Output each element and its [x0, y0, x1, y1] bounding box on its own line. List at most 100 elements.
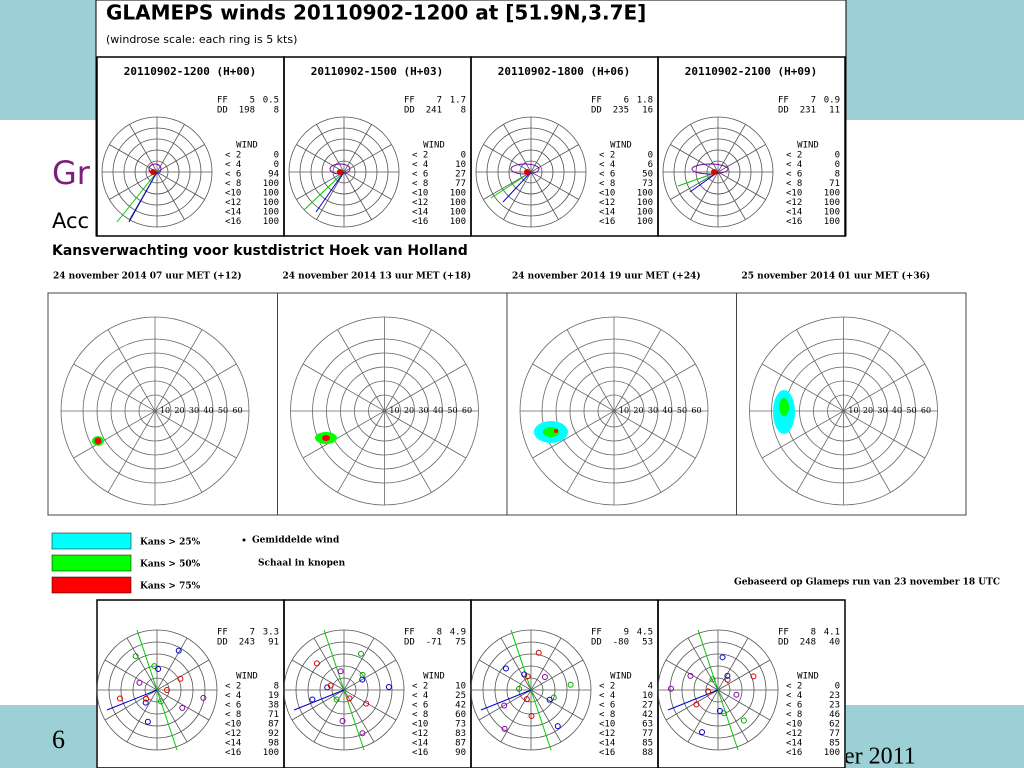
ring-label: 30: [877, 406, 887, 415]
member-point: [716, 707, 723, 714]
wind-class: < 4: [225, 160, 241, 170]
wind-class: <14: [599, 739, 615, 749]
ff-label: FF: [404, 628, 415, 638]
wind-dot: [150, 169, 156, 175]
probability-area: [322, 435, 330, 441]
wind-class: <14: [786, 739, 802, 749]
wind-value: 50: [642, 170, 653, 180]
wind-line: [689, 171, 719, 193]
member-point: [179, 704, 186, 711]
wind-class: <16: [599, 217, 615, 227]
member-point: [554, 723, 561, 730]
dd-value: 75: [455, 638, 466, 648]
ff-label: FF: [217, 96, 228, 106]
ff-label: FF: [778, 628, 789, 638]
wind-value: 100: [263, 208, 279, 218]
panel-title: 20110902-1500 (H+03): [311, 65, 443, 78]
member-point: [546, 696, 553, 703]
ring-label: 40: [662, 406, 672, 415]
ff-value: 7: [811, 96, 816, 106]
member-point: [142, 699, 149, 706]
panel-title: 25 november 2014 01 uur MET (+36): [742, 271, 931, 282]
member-point: [157, 698, 164, 705]
wind-class: < 8: [599, 179, 615, 189]
wind-class: <12: [786, 198, 802, 208]
wind-value: 0: [648, 151, 653, 161]
member-point: [523, 696, 530, 703]
legend-label: Kans > 25%: [140, 538, 201, 548]
ring-label: 10: [389, 406, 399, 415]
ff-value: 6: [624, 96, 629, 106]
ring-label: 40: [203, 406, 213, 415]
probability-area: [554, 429, 558, 433]
member-point: [719, 654, 726, 661]
wind-value: 100: [263, 748, 279, 758]
wind-value: 100: [263, 179, 279, 189]
wind-class: < 2: [599, 151, 615, 161]
wind-value: 98: [268, 739, 279, 749]
wind-class: < 8: [786, 710, 802, 720]
top-title: GLAMEPS winds 20110902-1200 at [51.9N,3.…: [106, 1, 646, 25]
wind-value: 100: [450, 208, 466, 218]
wind-class: <12: [225, 729, 241, 739]
subheading: Acc: [52, 209, 89, 233]
wind-value: 100: [450, 198, 466, 208]
wind-class: <16: [412, 217, 428, 227]
panel-title: 24 november 2014 13 uur MET (+18): [283, 271, 472, 282]
dd-label: DD: [404, 106, 415, 116]
dd-value: 11: [829, 106, 840, 116]
wind-class: < 6: [225, 701, 241, 711]
member-point: [524, 673, 531, 680]
wind-value: 100: [824, 198, 840, 208]
member-point: [357, 650, 364, 657]
member-point: [516, 685, 523, 692]
panel-title: 20110902-1200 (H+00): [124, 65, 256, 78]
wind-class: <10: [599, 189, 615, 199]
wind-class: < 6: [412, 701, 428, 711]
wind-value: 8: [274, 682, 279, 692]
member-point: [324, 684, 331, 691]
wind-class: <10: [599, 720, 615, 730]
wind-value: 100: [263, 198, 279, 208]
member-point: [501, 725, 508, 732]
wind-class: < 8: [786, 179, 802, 189]
wind-class: <10: [786, 720, 802, 730]
ring-label: 40: [892, 406, 902, 415]
ff-value: 7: [437, 96, 442, 106]
ring-label: 20: [633, 406, 643, 415]
ring-label: 30: [418, 406, 428, 415]
member-point: [724, 676, 731, 683]
scale-note: Schaal in knopen: [258, 559, 346, 569]
member-point: [385, 684, 392, 691]
member-point: [750, 673, 757, 680]
wind-value: 77: [829, 729, 840, 739]
ff-value: 0.5: [263, 96, 279, 106]
ring-label: 60: [691, 406, 701, 415]
member-point: [668, 685, 675, 692]
wind-class: <14: [225, 739, 241, 749]
wind-value: 23: [829, 701, 840, 711]
wind-class: <14: [786, 208, 802, 218]
wind-value: 8: [835, 170, 840, 180]
wind-class: <10: [225, 189, 241, 199]
wind-dot: [711, 169, 717, 175]
wind-value: 19: [268, 691, 279, 701]
dd-label: DD: [217, 106, 228, 116]
wind-class: < 4: [599, 160, 615, 170]
wind-value: 100: [263, 217, 279, 227]
ring-label: 10: [848, 406, 858, 415]
legend-swatch: [51, 576, 132, 594]
dd-value: 8: [461, 106, 466, 116]
member-point: [567, 681, 574, 688]
ring-label: 50: [906, 406, 916, 415]
member-point: [528, 712, 535, 719]
wind-class: < 6: [786, 701, 802, 711]
wind-class: < 2: [786, 151, 802, 161]
wind-value: 77: [455, 179, 466, 189]
ring-label: 30: [648, 406, 658, 415]
wind-value: 10: [642, 691, 653, 701]
wind-value: 100: [824, 748, 840, 758]
wind-value: 0: [835, 682, 840, 692]
wind-value: 90: [455, 748, 466, 758]
member-point: [709, 676, 716, 683]
